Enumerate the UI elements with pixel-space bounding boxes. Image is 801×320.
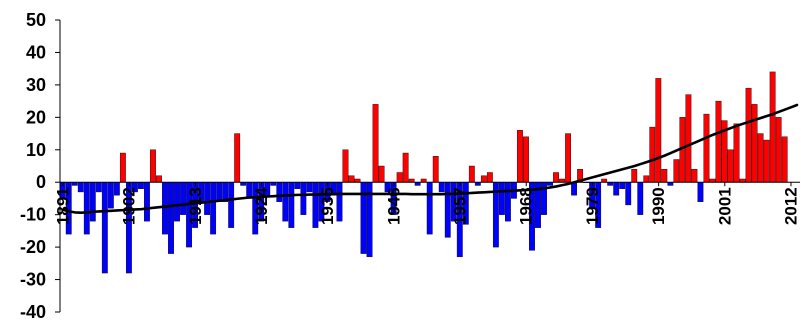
bar-1908 [162,182,168,235]
x-tick-label: 2001 [715,187,734,225]
bar-1898 [101,182,108,274]
bar-2008 [763,139,770,183]
bar-1996 [691,169,698,183]
bar-2007 [757,133,764,183]
x-tick-label: 2012 [781,187,800,225]
bar-1967 [517,130,523,183]
bar-1906 [150,149,156,183]
bar-1901 [119,152,126,183]
bar-1989 [649,126,656,183]
bar-1917 [216,182,223,202]
x-tick-label: 1968 [517,187,536,225]
bar-1939 [348,175,355,183]
bar-1904 [138,182,144,189]
bar-1896 [89,182,96,222]
y-tick-label: -40 [20,302,46,320]
x-tick-label: 1979 [583,187,602,225]
bar-1938 [342,149,349,183]
y-tick-label: 30 [26,75,46,95]
x-tick-label: 1935 [318,187,337,225]
bar-1930 [294,182,301,189]
bar-1983 [613,182,620,196]
x-tick-label: 1957 [451,187,470,225]
bar-1920 [234,133,241,183]
bar-1984 [619,182,626,189]
axes-layer [55,19,800,313]
bar-1897 [95,182,102,193]
bar-1944 [378,165,385,183]
bar-1910 [174,182,180,222]
y-tick-label: 50 [26,10,46,30]
bar-1962 [486,172,493,183]
bar-1986 [631,169,638,183]
bar-2002 [727,149,734,183]
bars-layer [59,71,788,274]
bar-1959 [468,165,475,183]
bar-1961 [480,175,487,183]
x-tick-label: 1902 [120,187,139,225]
bar-1928 [282,182,289,222]
bar-1895 [83,182,90,235]
bar-1952 [426,182,433,235]
bar-1927 [276,182,283,202]
bar-1985 [625,182,632,206]
bar-1953 [432,156,439,183]
bar-1937 [336,182,343,222]
trend-line [61,103,799,215]
bar-1973 [553,172,559,183]
bar-1954 [438,182,445,193]
bar-1998 [703,113,710,183]
bar-2000 [715,100,722,183]
x-tick-label: 1891 [53,187,72,225]
bar-2003 [733,123,740,183]
bar-1894 [77,182,84,193]
bar-1916 [210,182,217,235]
bar-2010 [775,117,782,183]
bar-1907 [156,175,162,183]
bar-1990 [655,78,662,183]
trend-layer [61,103,799,215]
y-tick-label: -10 [20,205,46,225]
y-tick-label: 10 [26,140,46,160]
bar-2009 [769,71,776,183]
bar-1899 [107,182,114,209]
bar-1943 [372,104,379,183]
bar-1915 [204,182,211,215]
y-tick-label: -30 [20,270,46,290]
bar-1997 [697,182,704,202]
bar-1947 [396,172,403,183]
bar-1932 [306,182,313,193]
bar-1931 [300,182,307,215]
bar-1995 [685,94,692,183]
bar-1988 [643,175,650,183]
bar-1929 [288,182,295,228]
x-tick-labels: 1891 1902 1913 1924 1935 1946 1957 1968 1979 1990… [53,187,800,225]
bar-1976 [571,182,578,196]
y-tick-label: -20 [20,237,46,257]
bar-1975 [565,133,571,183]
bar-1909 [168,182,174,254]
bar-1993 [673,159,680,183]
bar-1965 [505,182,511,222]
bar-2005 [745,87,752,183]
bar-1948 [402,152,409,183]
bar-1968 [523,136,529,183]
bar-1987 [637,182,644,215]
x-tick-label: 1924 [252,187,271,225]
bar-1919 [228,182,235,228]
bar-1905 [144,182,150,222]
bar-1991 [661,169,668,183]
x-tick-label: 1913 [186,187,205,225]
y-tick-label: 0 [36,172,46,192]
y-tick-label: 20 [26,107,46,127]
bar-1964 [498,182,505,215]
x-tick-label: 1990 [649,187,668,225]
bar-2011 [781,136,788,183]
x-tick-label: 1946 [384,187,403,225]
bar-2006 [751,104,758,183]
y-tick-labels: -40 -30 -20 -10 0 10 20 30 40 50 [20,10,46,320]
y-tick-label: 40 [26,42,46,62]
